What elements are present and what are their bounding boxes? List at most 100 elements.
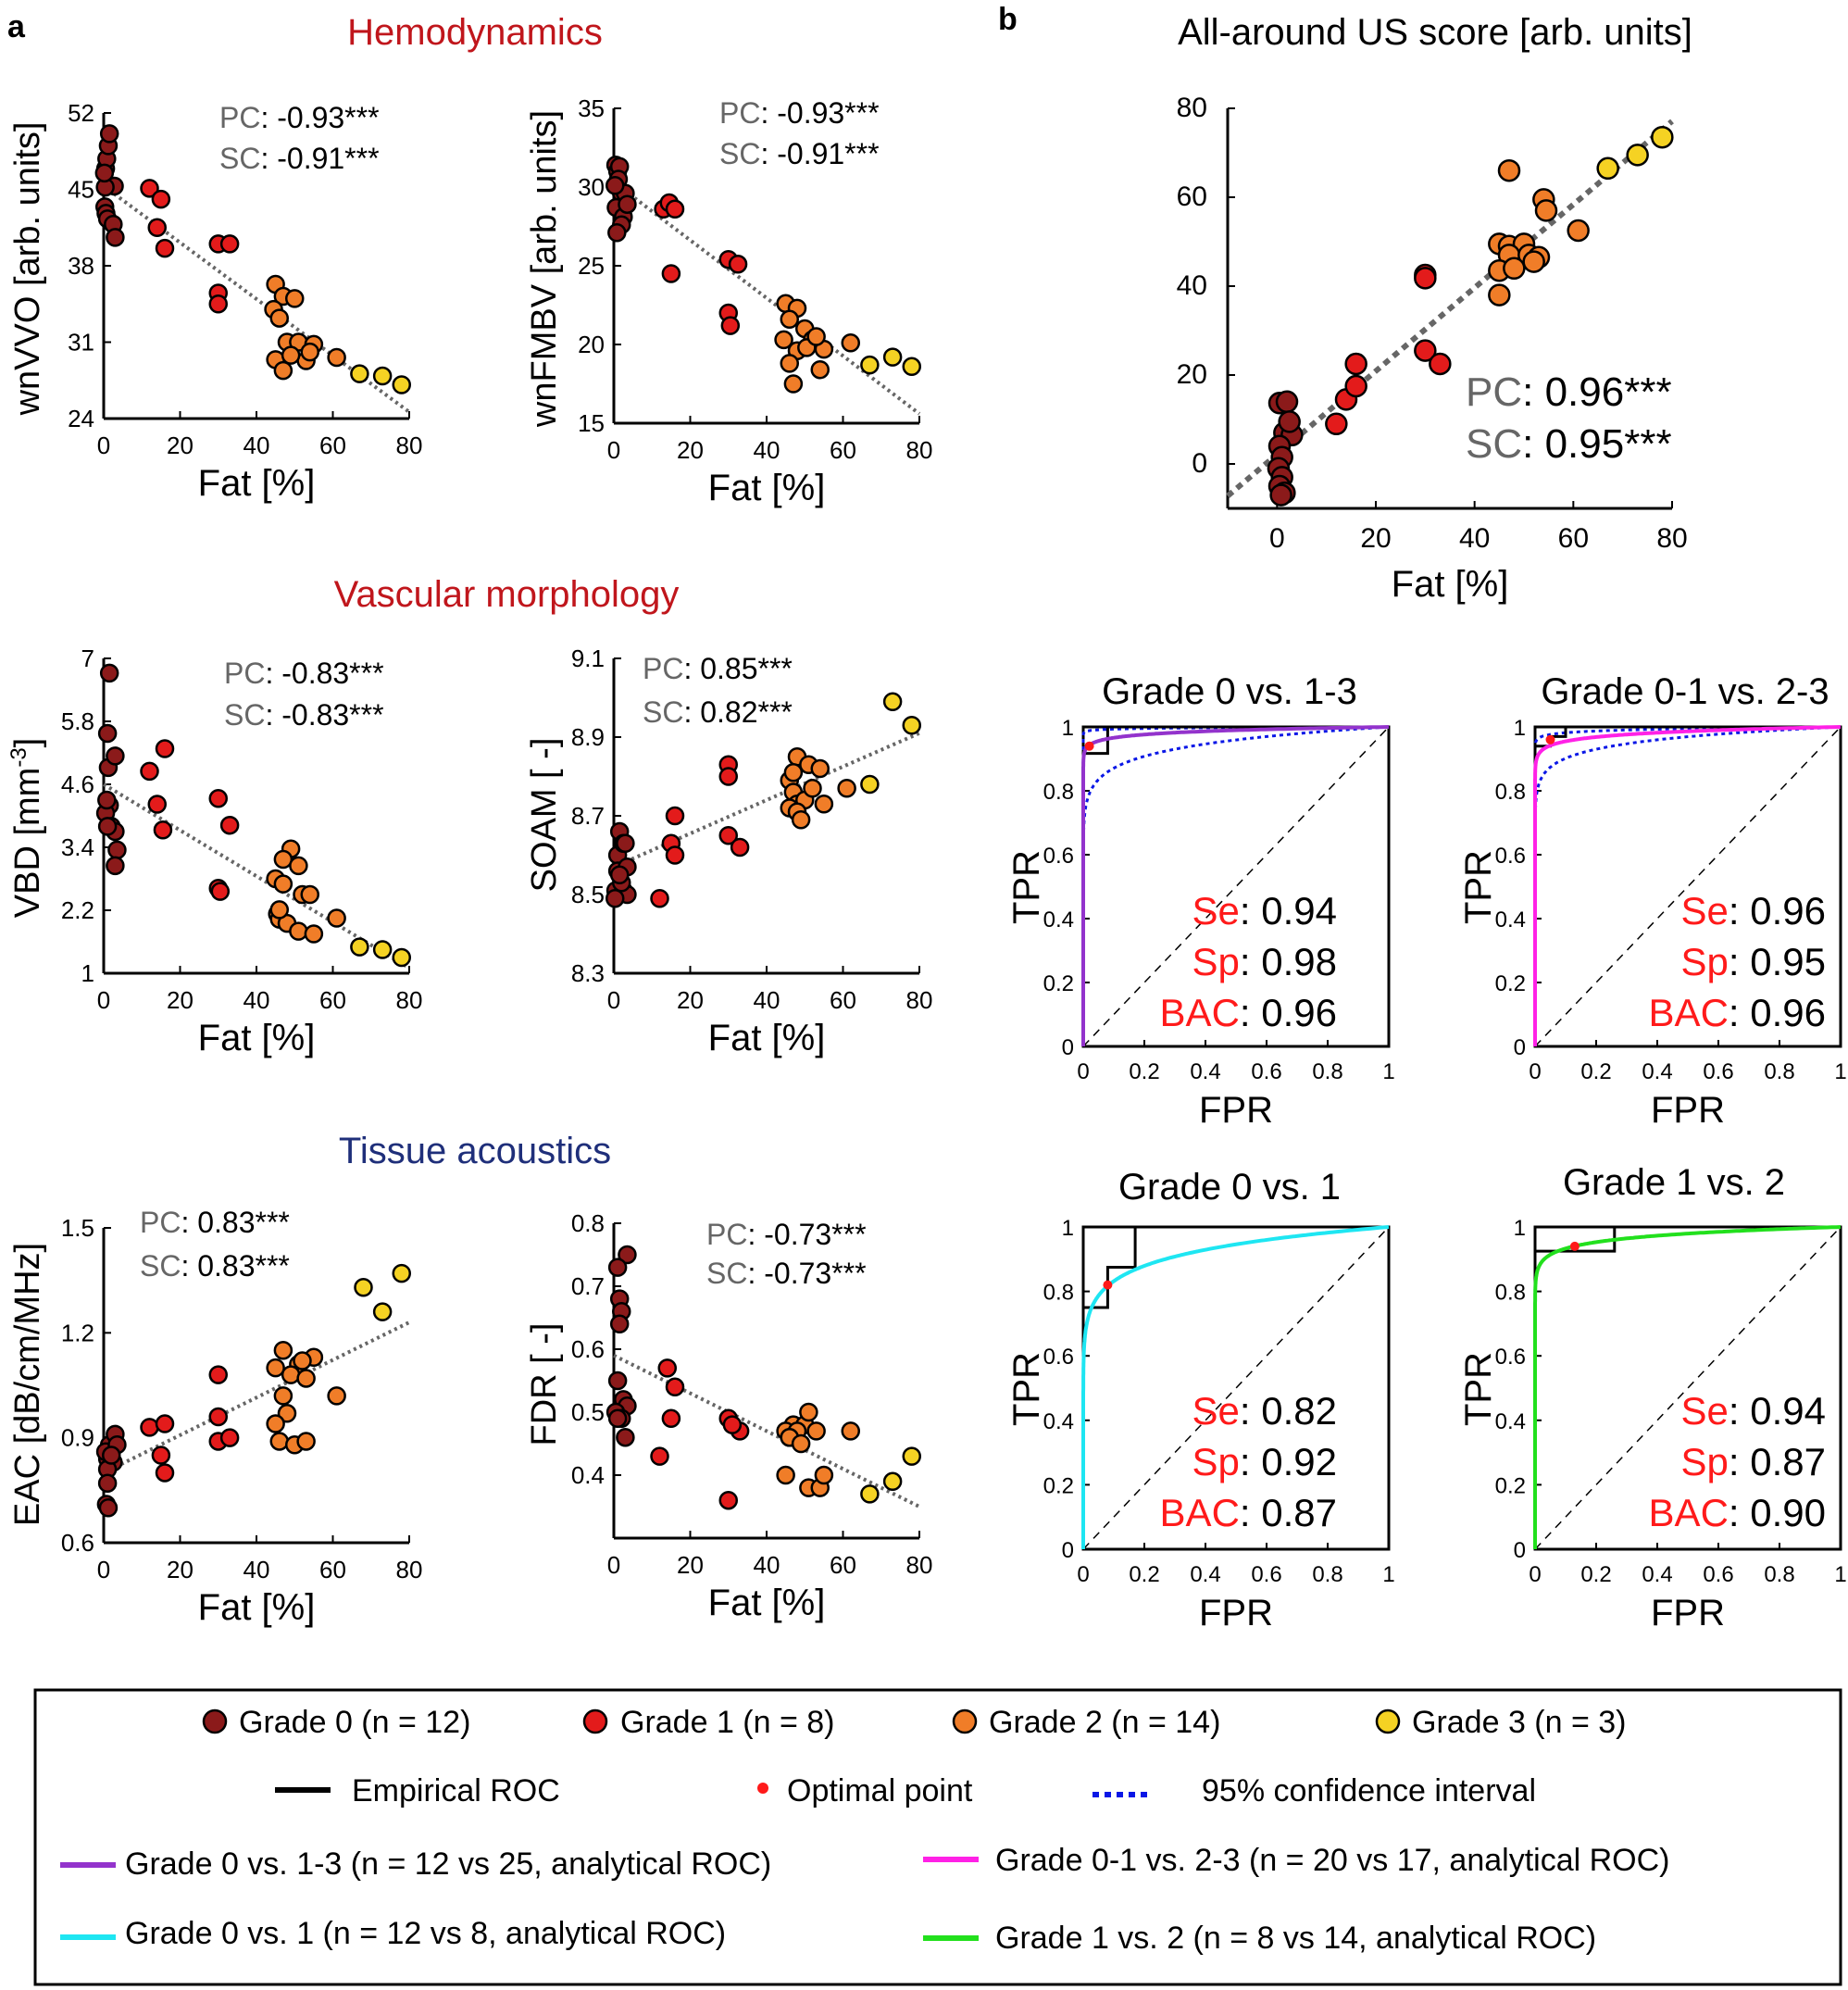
soam-point-grade1 (650, 889, 669, 908)
roc_0_13-title: Grade 0 vs. 1-3 (1102, 671, 1357, 712)
eac-point-grade2 (277, 1403, 297, 1423)
wnfmbv-point-grade3 (902, 357, 921, 377)
vbd-point-grade3 (392, 947, 411, 968)
roc_01_23-sp-stat: Sp: 0.95 (1681, 940, 1826, 983)
roc_1_2-x-label: FPR (1651, 1593, 1725, 1633)
soam-y-label: SOAM [ -] (525, 738, 564, 893)
soam-y-tick-label: 8.5 (571, 881, 605, 908)
fdr-x-label: Fat [%] (708, 1583, 826, 1623)
roc_0_13-x-tick-label: 0.8 (1312, 1059, 1342, 1084)
roc_0_13-se-stat: Se: 0.94 (1192, 889, 1337, 932)
soam-point-grade1 (665, 806, 685, 826)
roc_0_13-y-tick-label: 0.8 (1043, 780, 1074, 805)
usscore-point-grade2 (1497, 158, 1521, 182)
wnfmbv-x-label: Fat [%] (708, 468, 826, 508)
usscore-point-grade0 (1269, 483, 1292, 507)
vbd-point-grade0 (97, 790, 117, 810)
soam-point-grade1 (718, 826, 738, 845)
roc_0_13-sp-value: : 0.98 (1240, 940, 1337, 983)
eac-sc-stat: SC: 0.83*** (140, 1249, 290, 1283)
fdr-pc-stat: PC: -0.73*** (706, 1218, 867, 1251)
vbd-point-grade2 (304, 924, 324, 944)
fdr-point-grade1 (661, 1408, 681, 1429)
fdr-point-grade1 (650, 1446, 669, 1466)
soam-point-grade2 (810, 758, 830, 779)
vbd-x-tick-label: 40 (243, 986, 270, 1014)
roc_1_2-sp-stat: Sp: 0.87 (1681, 1440, 1826, 1483)
wnvvo-fit-line (102, 184, 411, 414)
legend-grade0-marker (202, 1708, 228, 1734)
vbd-y-label: VBD [mm-3] (6, 738, 47, 918)
wnvvo-point-grade2 (300, 342, 319, 362)
fdr-y-tick-label: 0.7 (571, 1272, 605, 1300)
roc_0_13-x-tick-label: 0.2 (1129, 1059, 1159, 1084)
usscore-point-grade1 (1325, 412, 1348, 436)
legend-optimal-label: Optimal point (787, 1773, 973, 1809)
wnfmbv-point-grade2 (783, 374, 804, 394)
wnvvo-pc-stat: PC: -0.93*** (219, 101, 380, 134)
fdr-x-tick-label: 60 (830, 1551, 856, 1579)
roc_1_2-title: Grade 1 vs. 2 (1563, 1162, 1785, 1203)
roc_0_13-y-tick-label: 0 (1062, 1035, 1074, 1060)
legend-roc-0-13-label: Grade 0 vs. 1-3 (n = 12 vs 25, analytica… (125, 1846, 771, 1882)
roc_01_23-x-tick-label: 0 (1529, 1059, 1541, 1084)
roc_0_1-y-tick-label: 0.8 (1043, 1281, 1074, 1306)
vbd-x-tick-label: 0 (97, 986, 110, 1014)
wnfmbv-point-grade0 (607, 223, 627, 243)
us-score-title: All-around US score [arb. units] (1178, 12, 1692, 53)
legend-roc-0-1-label: Grade 0 vs. 1 (n = 12 vs 8, analytical R… (125, 1916, 726, 1951)
wnvvo-pc-value: : -0.93*** (260, 101, 379, 134)
roc_0_1-optimal-point (1103, 1280, 1113, 1290)
wnfmbv-y-tick-label: 20 (578, 331, 605, 358)
roc_0_13-x-label: FPR (1199, 1090, 1273, 1131)
roc_1_2-x-tick-label: 1 (1834, 1562, 1846, 1587)
vbd-y-label-main: VBD [mm (8, 768, 47, 919)
eac-point-grade1 (155, 1463, 175, 1483)
roc_0_1-x-tick-label: 0.2 (1129, 1562, 1159, 1587)
wnvvo-point-grade1 (155, 238, 175, 258)
wnvvo-point-grade2 (269, 308, 289, 328)
eac-point-grade2 (281, 1365, 301, 1384)
roc_01_23-se-stat: Se: 0.96 (1681, 889, 1826, 932)
roc_0_1-x-tick-label: 1 (1382, 1562, 1394, 1587)
usscore-x-tick-label: 60 (1558, 523, 1589, 554)
fdr-fit-line (613, 1354, 920, 1508)
soam-x-tick-label: 40 (754, 986, 780, 1014)
roc_01_23-bac-label: BAC (1649, 991, 1729, 1034)
eac-fit-line (103, 1320, 410, 1475)
roc_1_2-y-tick-label: 0.4 (1495, 1409, 1526, 1434)
wnfmbv-point-grade2 (774, 330, 793, 350)
fdr-point-grade2 (791, 1433, 811, 1454)
roc_0_1-bac-value: : 0.87 (1240, 1491, 1337, 1534)
soam-x-label: Fat [%] (708, 1018, 826, 1058)
roc_0_13-sp-stat: Sp: 0.98 (1192, 940, 1337, 983)
wnvvo-y-tick-label: 38 (68, 252, 94, 280)
wnfmbv-pc-label: PC (719, 96, 760, 130)
section-title-vascular: Vascular morphology (334, 574, 680, 615)
fdr-point-grade0 (607, 1370, 628, 1391)
chart-roc_1_2: 0 0.2 0.4 0.6 0.8 1 0 0.2 0.4 0.6 0.8 1 FPR TPR Grade … (1458, 1162, 1847, 1633)
wnfmbv-y-tick-label: 15 (578, 409, 605, 437)
roc_01_23-se-value: : 0.96 (1729, 889, 1826, 932)
vbd-point-grade2 (289, 856, 308, 876)
roc_01_23-x-tick-label: 0.6 (1703, 1059, 1733, 1084)
legend-optimal-marker (757, 1783, 768, 1794)
fdr-point-grade0 (609, 1314, 630, 1334)
fdr-pc-value: : -0.73*** (747, 1218, 866, 1251)
wnfmbv-y-label: wnFMBV [arb. units] (525, 110, 564, 428)
roc_1_2-y-tick-label: 1 (1514, 1216, 1526, 1241)
soam-point-grade1 (730, 837, 750, 857)
eac-point-grade1 (140, 1418, 159, 1437)
wnfmbv-x-tick-label: 40 (754, 436, 780, 464)
soam-y-tick-label: 8.9 (571, 723, 605, 751)
usscore-point-grade1 (1414, 267, 1437, 290)
roc_01_23-sp-value: : 0.95 (1729, 940, 1826, 983)
usscore-pc-label: PC (1466, 369, 1522, 415)
roc_1_2-se-stat: Se: 0.94 (1681, 1389, 1826, 1433)
legend-roc-1-2-label: Grade 1 vs. 2 (n = 8 vs 14, analytical R… (995, 1921, 1596, 1956)
roc_1_2-x-tick-label: 0.4 (1642, 1562, 1672, 1587)
eac-y-tick-label: 1.2 (61, 1319, 94, 1346)
wnvvo-pc-label: PC (219, 101, 260, 134)
vbd-point-grade0 (99, 663, 119, 683)
